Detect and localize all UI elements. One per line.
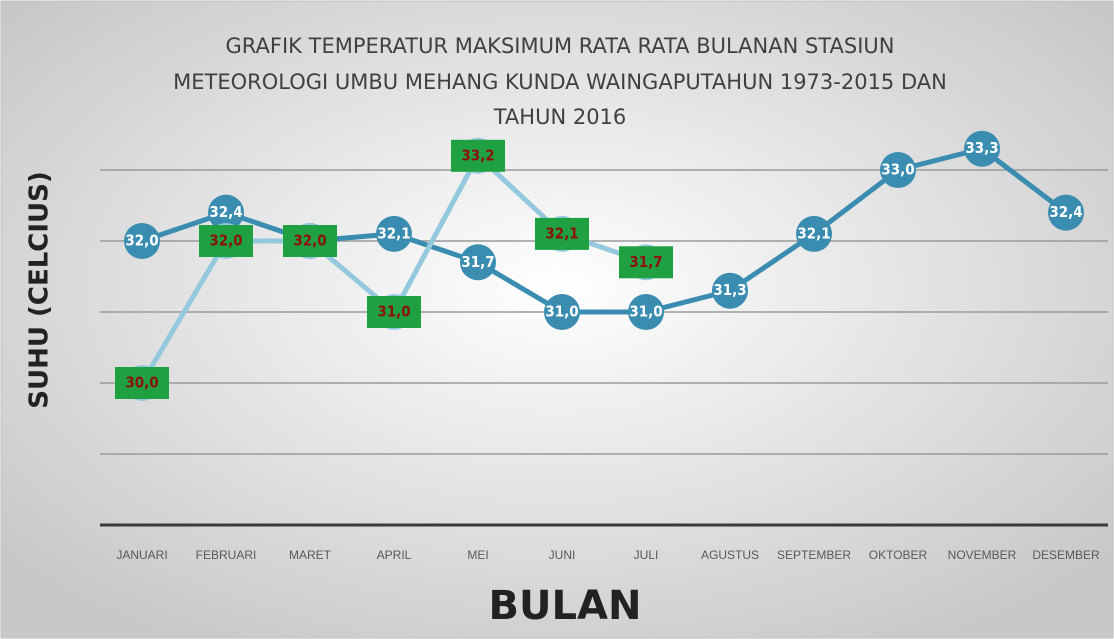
x-tick-label: APRIL	[377, 548, 412, 562]
data-label: 31,7	[629, 253, 662, 271]
x-tick-label: MARET	[289, 548, 332, 562]
data-label-box	[199, 225, 253, 257]
data-label: 32,1	[377, 224, 410, 242]
data-label: 30,0	[125, 374, 158, 392]
data-label: 32,4	[209, 203, 242, 221]
data-label: 31,0	[545, 303, 578, 321]
chart-title: METEOROLOGI UMBU MEHANG KUNDA WAINGAPUTA…	[173, 70, 947, 94]
y-axis-label: SUHU (CELCIUS)	[25, 171, 55, 409]
data-point	[376, 215, 412, 252]
x-tick-label: AGUSTUS	[701, 548, 759, 562]
x-tick-label: DESEMBER	[1032, 548, 1100, 562]
x-tick-label: JANUARI	[116, 548, 167, 562]
chart-title: GRAFIK TEMPERATUR MAKSIMUM RATA RATA BUL…	[226, 34, 895, 58]
data-label: 33,2	[461, 146, 494, 164]
data-label: 32,0	[209, 232, 242, 250]
data-label-box	[535, 217, 589, 250]
data-label: 33,0	[881, 161, 914, 179]
data-label-box	[115, 367, 169, 399]
x-tick-label: JUNI	[549, 548, 576, 562]
data-point	[712, 272, 748, 309]
data-label: 32,1	[797, 224, 830, 242]
data-point	[1048, 194, 1084, 231]
x-tick-label: MEI	[467, 548, 488, 562]
x-tick-label: NOVEMBER	[948, 548, 1017, 562]
x-tick-label: JULI	[634, 548, 659, 562]
data-label: 32,0	[293, 232, 326, 250]
data-label: 31,3	[713, 281, 746, 299]
data-point	[460, 244, 496, 281]
data-label: 31,0	[377, 303, 410, 321]
data-point	[628, 294, 664, 330]
data-label-box	[367, 296, 421, 328]
x-axis-label: BULAN	[489, 583, 642, 629]
data-label: 32,1	[545, 224, 578, 242]
data-point	[124, 223, 160, 259]
data-point	[880, 152, 916, 188]
data-label: 31,0	[629, 303, 662, 321]
data-label: 31,7	[461, 253, 494, 271]
data-label: 32,4	[1049, 203, 1082, 221]
data-label-box	[619, 246, 673, 279]
x-tick-label: OKTOBER	[869, 548, 928, 562]
data-point	[964, 130, 1000, 167]
chart-title: TAHUN 2016	[493, 105, 627, 129]
data-point	[544, 294, 580, 330]
data-label: 33,3	[965, 139, 998, 157]
data-label: 32,0	[125, 232, 158, 250]
data-point	[208, 194, 244, 231]
data-label-box	[451, 139, 505, 172]
x-tick-label: SEPTEMBER	[777, 548, 851, 562]
data-point	[796, 215, 832, 252]
data-label-box	[283, 225, 337, 257]
x-tick-label: FEBRUARI	[196, 548, 257, 562]
